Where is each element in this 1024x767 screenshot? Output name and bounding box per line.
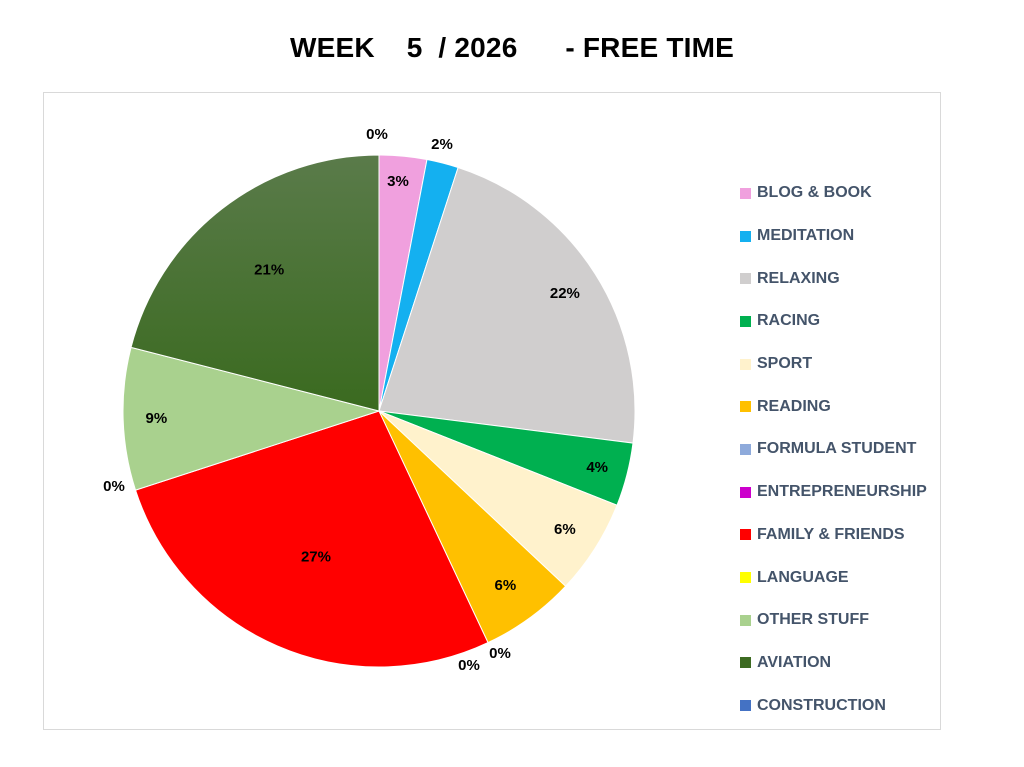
legend-item-family-friends: FAMILY & FRIENDS [740, 514, 970, 557]
legend-label: READING [757, 397, 831, 415]
legend-swatch [740, 700, 751, 712]
data-label-language: 0% [103, 478, 125, 495]
slice-aviation [130, 154, 380, 412]
legend-item-sport: SPORT [740, 343, 970, 386]
legend-item-language: LANGUAGE [740, 556, 970, 599]
legend-label: OTHER STUFF [757, 611, 869, 629]
legend-label: FAMILY & FRIENDS [757, 525, 905, 543]
legend-swatch [740, 358, 751, 370]
legend-swatch [740, 273, 751, 285]
legend-swatch [740, 401, 751, 413]
legend-label: FORMULA STUDENT [757, 440, 917, 458]
legend-label: RELAXING [757, 269, 840, 287]
legend-label: SPORT [757, 355, 813, 373]
data-label-sport: 6% [554, 521, 576, 538]
legend-label: ENTREPRENEURSHIP [757, 483, 927, 501]
legend-swatch [740, 230, 751, 242]
legend-swatch [740, 657, 751, 669]
data-label-reading: 6% [495, 577, 517, 594]
legend-item-aviation: AVIATION [740, 642, 970, 685]
legend-swatch [740, 529, 751, 541]
data-label-meditation: 2% [431, 136, 453, 153]
legend-item-relaxing: RELAXING [740, 257, 970, 300]
legend-swatch [740, 187, 751, 199]
data-label-aviation: 21% [254, 261, 284, 278]
legend-item-racing: RACING [740, 300, 970, 343]
legend-item-construction: CONSTRUCTION [740, 684, 970, 727]
legend-item-meditation: MEDITATION [740, 215, 970, 258]
data-label-formula-student: 0% [489, 645, 511, 662]
data-label-entrepreneurship: 0% [458, 657, 480, 674]
legend-item-entrepreneurship: ENTREPRENEURSHIP [740, 471, 970, 514]
legend-swatch [740, 443, 751, 455]
legend-label: BLOG & BOOK [757, 184, 872, 202]
legend-item-other-stuff: OTHER STUFF [740, 599, 970, 642]
legend-label: LANGUAGE [757, 568, 849, 586]
legend-swatch [740, 614, 751, 626]
slice-relaxing [378, 166, 636, 444]
legend-label: MEDITATION [757, 227, 855, 245]
legend-label: AVIATION [757, 653, 832, 671]
data-label-blog-book: 3% [387, 173, 409, 190]
legend-label: RACING [757, 312, 821, 330]
legend-item-reading: READING [740, 385, 970, 428]
data-label-racing: 4% [586, 459, 608, 476]
slice-family-friends [134, 410, 489, 668]
data-label-relaxing: 22% [550, 285, 580, 302]
data-label-family-friends: 27% [301, 549, 331, 566]
chart-legend: BLOG & BOOK MEDITATION RELAXING RACING SPORT… [740, 172, 970, 727]
legend-swatch [740, 315, 751, 327]
data-label-other-stuff: 9% [146, 410, 168, 427]
legend-swatch [740, 486, 751, 498]
legend-item-blog-book: BLOG & BOOK [740, 172, 970, 215]
legend-label: CONSTRUCTION [757, 696, 886, 714]
chart-title: WEEK 5 / 2026 - FREE TIME [289, 32, 734, 63]
chart-frame [43, 92, 941, 730]
legend-swatch [740, 572, 751, 584]
slice-other-stuff [122, 346, 381, 491]
data-label-construction: 0% [366, 126, 388, 143]
legend-item-formula-student: FORMULA STUDENT [740, 428, 970, 471]
